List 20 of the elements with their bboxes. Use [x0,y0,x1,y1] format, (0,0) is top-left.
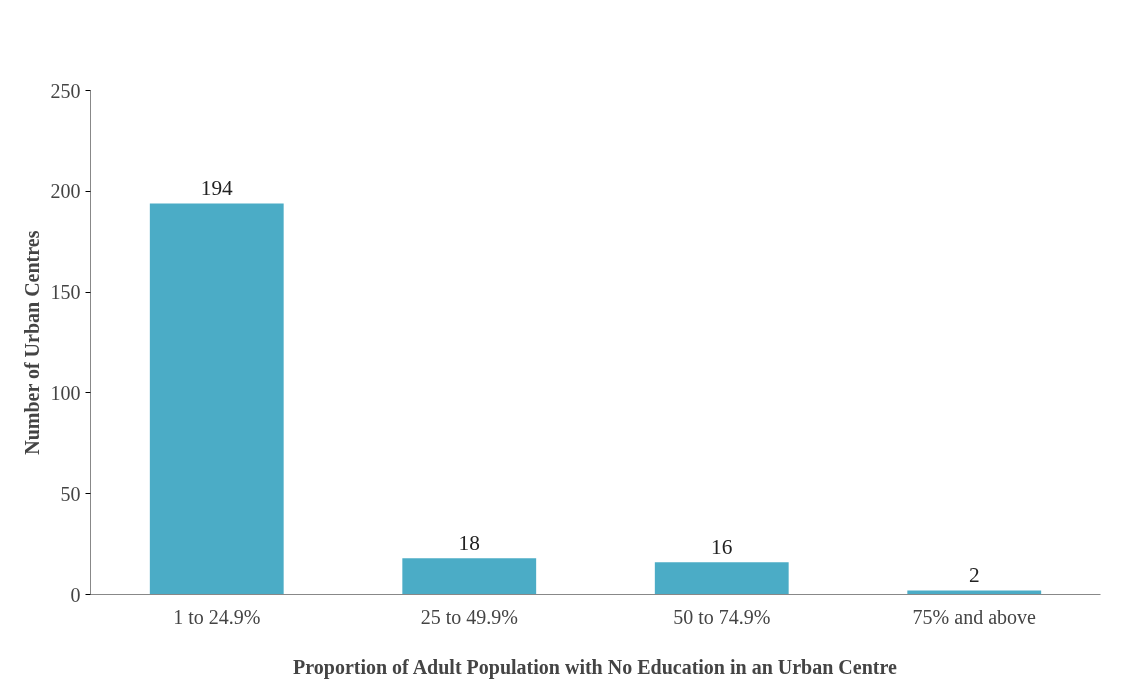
bar [149,203,284,595]
y-tick-label: 100 [50,381,81,404]
x-tick-label: 75% and above [912,605,1037,628]
y-tick-label: 50 [60,482,81,505]
data-label: 18 [458,531,480,556]
bar [654,562,789,595]
x-axis-title: Proportion of Adult Population with No Education in an Urban Centre [293,655,897,679]
bar [907,590,1042,595]
data-label: 16 [711,535,733,560]
y-tick-label: 150 [50,281,81,304]
y-axis-title: Number of Urban Centres [20,230,43,455]
data-label: 2 [968,563,980,588]
data-label: 194 [200,176,234,201]
bar [402,558,537,595]
x-tick-label: 50 to 74.9% [673,605,771,628]
x-tick-label: 1 to 24.9% [173,605,261,628]
y-tick-label: 0 [70,583,81,606]
x-tick-label: 25 to 49.9% [420,605,518,628]
y-tick-label: 200 [50,180,81,203]
y-tick-label: 250 [50,79,81,102]
